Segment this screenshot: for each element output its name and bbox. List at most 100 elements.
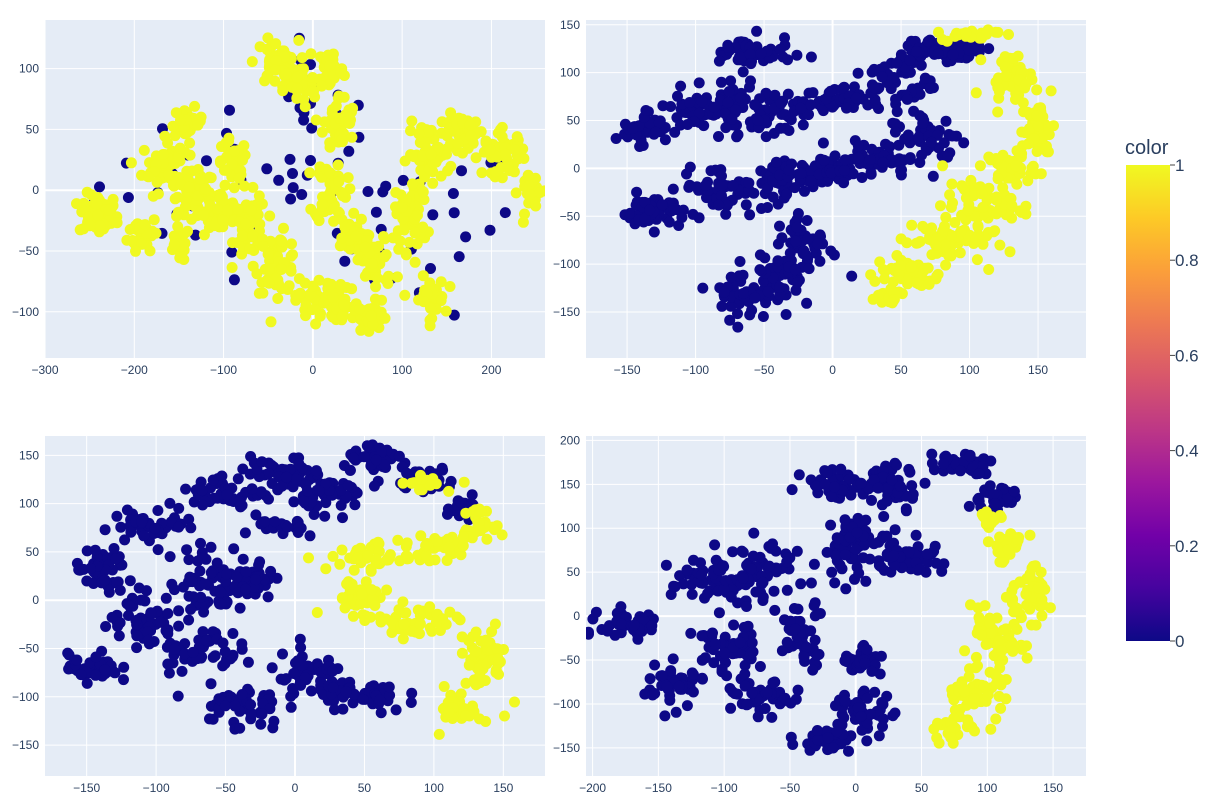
colorbar-tick-label: 0.8: [1175, 251, 1199, 270]
data-point: [861, 644, 873, 656]
data-point: [91, 198, 103, 210]
data-point: [931, 270, 943, 282]
data-point: [802, 233, 814, 245]
data-point: [334, 558, 346, 570]
data-point: [755, 48, 767, 59]
data-point: [417, 150, 429, 162]
data-point: [877, 721, 888, 732]
data-point: [265, 316, 277, 328]
data-point: [734, 92, 746, 104]
data-point: [672, 90, 683, 102]
data-point: [171, 210, 183, 222]
data-point: [488, 524, 500, 536]
y-tick-label: 150: [560, 477, 580, 491]
data-point: [937, 225, 949, 237]
data-point: [407, 178, 418, 190]
data-point: [327, 682, 339, 694]
data-point: [145, 607, 157, 619]
data-point: [973, 612, 985, 623]
x-tick-label: −100: [210, 363, 237, 377]
data-point: [452, 137, 464, 149]
data-point: [405, 697, 417, 708]
data-point: [628, 619, 640, 631]
points: [586, 448, 1056, 757]
data-point: [649, 659, 661, 671]
data-point: [460, 231, 472, 243]
data-point: [933, 26, 944, 38]
data-point: [508, 166, 520, 178]
data-point: [691, 181, 703, 193]
data-point: [853, 567, 865, 579]
data-point: [881, 495, 893, 507]
data-point: [479, 675, 491, 686]
data-point: [826, 566, 838, 578]
data-point: [718, 583, 730, 595]
data-point: [99, 574, 111, 586]
data-point: [379, 233, 391, 245]
data-point: [1035, 566, 1047, 578]
data-point: [290, 473, 302, 485]
data-point: [335, 279, 347, 290]
data-point: [340, 686, 352, 698]
data-point: [256, 708, 268, 720]
y-tick-label: 50: [26, 122, 40, 136]
data-point: [464, 119, 476, 131]
data-point: [715, 76, 727, 88]
data-point: [443, 485, 455, 497]
data-point: [659, 134, 671, 146]
data-point: [245, 707, 257, 719]
data-point: [152, 188, 164, 200]
data-point: [894, 480, 906, 492]
data-point: [313, 215, 325, 227]
data-point: [470, 626, 482, 638]
data-point: [125, 157, 137, 169]
data-point: [240, 566, 252, 578]
data-point: [333, 176, 345, 188]
data-point: [75, 669, 87, 681]
data-point: [917, 220, 929, 232]
data-point: [144, 245, 156, 257]
data-point: [185, 522, 197, 534]
data-point: [201, 155, 212, 167]
data-point: [702, 588, 714, 599]
data-point: [81, 677, 93, 689]
data-point: [118, 674, 129, 686]
data-point: [114, 617, 126, 629]
data-point: [268, 715, 280, 727]
y-tick-label: 0: [573, 161, 580, 175]
data-point: [791, 49, 803, 61]
data-point: [774, 220, 785, 232]
data-point: [1004, 246, 1016, 258]
data-point: [983, 43, 995, 55]
data-point: [910, 529, 922, 541]
data-point: [917, 117, 929, 129]
data-point: [930, 239, 942, 251]
data-point: [972, 221, 984, 233]
data-point: [369, 600, 381, 611]
data-point: [154, 616, 166, 628]
data-point: [839, 549, 851, 561]
data-point: [217, 637, 229, 649]
data-point: [435, 295, 447, 307]
data-point: [624, 207, 636, 219]
data-point: [293, 34, 305, 46]
y-tick-label: −100: [12, 690, 39, 704]
x-tick-label: 150: [1043, 781, 1063, 795]
data-point: [732, 129, 744, 141]
data-point: [997, 624, 1009, 636]
data-point: [1042, 146, 1054, 158]
y-tick-label: −150: [553, 305, 580, 319]
data-point: [902, 129, 914, 141]
data-point: [789, 623, 801, 635]
data-point: [829, 577, 841, 589]
colorbar-tick-label: 0.6: [1175, 346, 1199, 365]
data-point: [84, 220, 96, 232]
x-tick-label: −50: [780, 781, 801, 795]
data-point: [762, 202, 773, 213]
data-point: [943, 250, 955, 262]
data-point: [397, 174, 409, 186]
data-point: [992, 26, 1004, 38]
data-point: [825, 85, 837, 97]
data-point: [94, 181, 105, 193]
data-point: [926, 457, 938, 469]
